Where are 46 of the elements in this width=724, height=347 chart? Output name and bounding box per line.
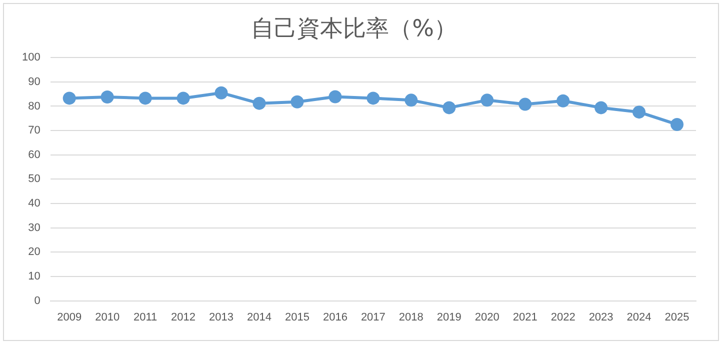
x-tick-label: 2018 — [398, 311, 424, 324]
x-tick-label: 2011 — [133, 311, 158, 324]
x-tick-label: 2013 — [209, 311, 234, 324]
x-tick-label: 2025 — [664, 311, 690, 324]
x-tick-label: 2017 — [360, 311, 386, 324]
chart-title: 自己資本比率（%） — [251, 16, 457, 42]
y-tick-label: 60 — [28, 148, 40, 161]
point — [366, 92, 380, 105]
y-tick-label: 0 — [34, 294, 40, 307]
point — [62, 92, 76, 105]
x-tick-label: 2022 — [550, 311, 576, 324]
x-tick-label: 2012 — [171, 311, 196, 324]
x-tick-label: 2010 — [95, 311, 120, 324]
point — [138, 92, 152, 105]
point — [290, 95, 304, 108]
y-tick-label: 100 — [22, 52, 40, 64]
x-tick-label: 2014 — [246, 311, 272, 324]
point — [328, 90, 342, 104]
x-tick-label: 2024 — [626, 311, 652, 324]
point — [214, 86, 228, 100]
point — [556, 94, 570, 108]
point — [670, 118, 684, 131]
y-tick-label: 20 — [28, 246, 40, 258]
x-tick-label: 2016 — [322, 311, 348, 324]
y-tick-label: 30 — [28, 222, 40, 234]
point — [480, 94, 494, 107]
point — [100, 90, 114, 104]
x-tick-label: 2009 — [57, 311, 82, 324]
point — [442, 101, 456, 114]
x-tick-label: 2023 — [588, 311, 614, 324]
y-tick-label: 50 — [28, 173, 40, 186]
x-tick-label: 2021 — [512, 311, 538, 324]
y-tick-label: 90 — [28, 76, 40, 88]
point — [252, 96, 266, 110]
point — [404, 94, 418, 107]
y-tick-label: 70 — [28, 124, 40, 137]
x-tick-label: 2020 — [474, 311, 500, 324]
point — [632, 106, 646, 119]
y-tick-label: 80 — [28, 100, 40, 112]
x-tick-label: 2019 — [436, 311, 462, 324]
y-tick-label: 10 — [28, 270, 40, 283]
point — [518, 98, 532, 111]
y-tick-label: 40 — [28, 198, 40, 210]
x-tick-label: 2015 — [284, 311, 310, 324]
point — [176, 92, 190, 105]
point — [594, 101, 608, 114]
